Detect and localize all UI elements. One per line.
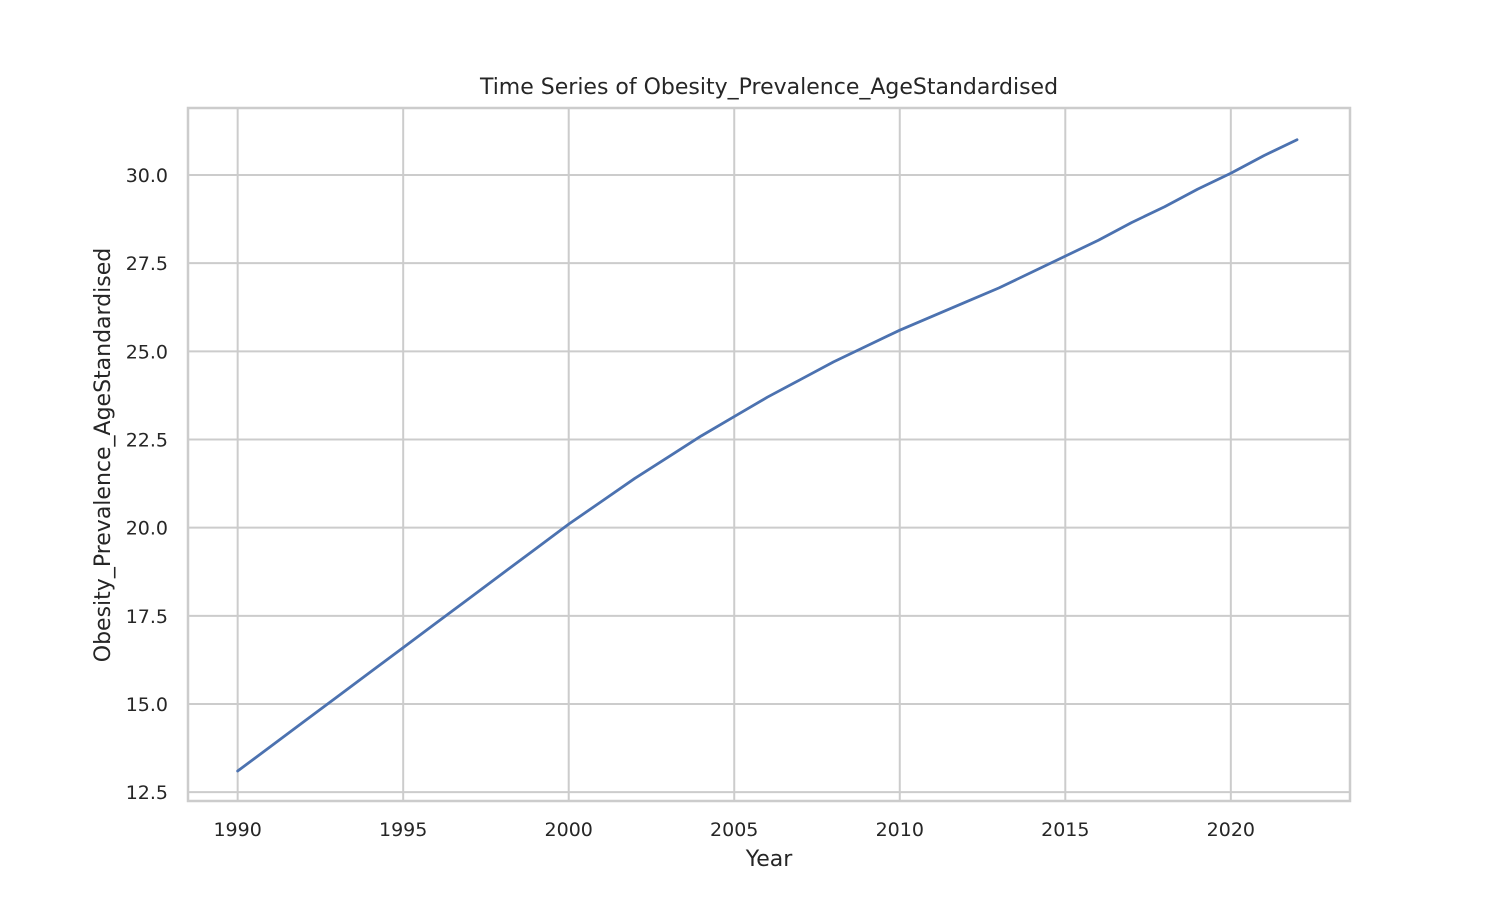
y-axis-label: Obesity_Prevalence_AgeStandardised [91,248,116,662]
y-tick-label: 30.0 [126,165,168,187]
y-tick-label: 12.5 [126,782,168,804]
x-tick-label: 1995 [379,819,427,841]
x-tick-label: 2015 [1041,819,1089,841]
chart-title: Time Series of Obesity_Prevalence_AgeSta… [479,75,1058,100]
series-line [236,138,1299,773]
y-tick-label: 17.5 [126,606,168,628]
series-group [236,138,1299,773]
y-tick-labels: 12.5 15.0 17.5 20.0 22.5 25.0 27.5 30.0 [126,165,168,804]
x-tick-labels: 1990 1995 2000 2005 2010 2015 2020 [213,819,1255,841]
y-tick-label: 27.5 [126,253,168,275]
y-gridlines [188,174,1350,794]
x-tick-label: 2005 [710,819,758,841]
x-gridlines [236,108,1232,801]
x-tick-label: 2020 [1207,819,1255,841]
y-tick-label: 15.0 [126,694,168,716]
y-tick-label: 20.0 [126,518,168,540]
y-tick-label: 25.0 [126,341,168,363]
x-tick-label: 1990 [213,819,261,841]
x-axis-label: Year [745,847,794,872]
x-tick-label: 2010 [876,819,924,841]
y-tick-label: 22.5 [126,430,168,452]
x-tick-label: 2000 [545,819,593,841]
plot-frame [186,106,1352,803]
